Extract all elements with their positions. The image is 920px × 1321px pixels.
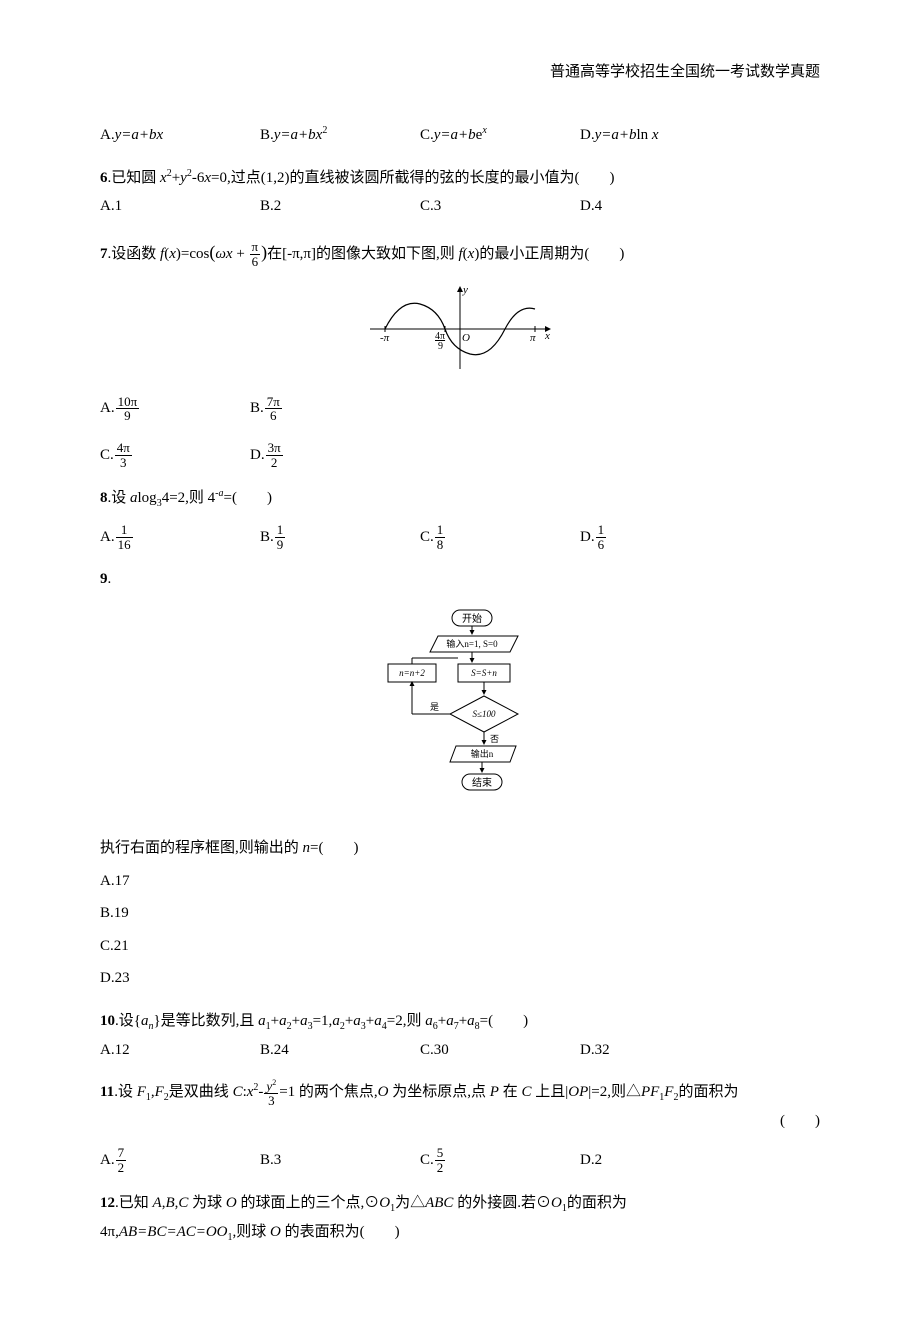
q10: 10.设{an}是等比数列,且 a1+a2+a3=1,a2+a3+a4=2,则 … — [100, 1007, 820, 1065]
q5-opt-d: D.y=a+bln x — [580, 121, 740, 150]
q6-num: 6 — [100, 170, 108, 186]
q11-opt-b: B.3 — [260, 1146, 420, 1175]
q9-opt-d: D.23 — [100, 964, 820, 993]
q6-opt-b: B.2 — [260, 192, 420, 221]
q8-opt-a: A.116 — [100, 523, 260, 552]
q7-graph: -π π y x O 4π 9 — [100, 279, 820, 385]
q11-opt-c: C.52 — [420, 1146, 580, 1175]
q7-num: 7 — [100, 246, 108, 262]
q12: 12.已知 A,B,C 为球 O 的球面上的三个点,⊙O1为△ABC 的外接圆.… — [100, 1189, 820, 1247]
q9: 9. 开始 输入n=1, S=0 S=S+n n=n+2 — [100, 565, 820, 993]
q9-after-text: 执行右面的程序框图,则输出的 n=( ) — [100, 834, 820, 863]
svg-text:是: 是 — [430, 702, 439, 712]
page-header: 普通高等学校招生全国统一考试数学真题 — [100, 60, 820, 81]
q7-opt-a: A.10π9 — [100, 394, 250, 423]
q6-opt-a: A.1 — [100, 192, 260, 221]
q5-options-row: A.y=a+bx B.y=a+bx2 C.y=a+bex D.y=a+bln x — [100, 121, 820, 150]
q8-text: .设 alog34=2,则 4-a=( ) — [108, 490, 272, 506]
q8-num: 8 — [100, 490, 108, 506]
q7-opt-b: B.7π6 — [250, 394, 400, 423]
q6-text: .已知圆 x2+y2-6x=0,过点(1,2)的直线被该圆所截得的弦的长度的最小… — [108, 170, 615, 186]
q7-opt-c: C.4π3 — [100, 441, 250, 470]
q7-opt-d: D.3π2 — [250, 441, 400, 470]
svg-text:开始: 开始 — [462, 612, 482, 625]
q9-dot: . — [108, 571, 112, 587]
q8-opt-d: D.16 — [580, 523, 740, 552]
q10-opt-c: C.30 — [420, 1036, 580, 1065]
q5-opt-b: B.y=a+bx2 — [260, 121, 420, 150]
svg-text:y: y — [462, 284, 468, 296]
q12-text-b: 4π,AB=BC=AC=OO1,则球 O 的表面积为( ) — [100, 1224, 400, 1240]
q10-opt-a: A.12 — [100, 1036, 260, 1065]
q10-opt-d: D.32 — [580, 1036, 740, 1065]
q11: 11.设 F1,F2是双曲线 C:x2-y23=1 的两个焦点,O 为坐标原点,… — [100, 1078, 820, 1174]
q7: 7.设函数 f(x)=cos(ωx + π6)在[-π,π]的图像大致如下图,则… — [100, 235, 820, 470]
q6-opt-d: D.4 — [580, 192, 740, 221]
svg-text:O: O — [462, 332, 470, 344]
q9-flowchart: 开始 输入n=1, S=0 S=S+n n=n+2 S≤100 是 — [100, 604, 820, 825]
q11-paren: ( ) — [100, 1107, 820, 1136]
q7-text: .设函数 f(x)=cos(ωx + π6)在[-π,π]的图像大致如下图,则 … — [108, 246, 625, 262]
svg-text:S=S+n: S=S+n — [471, 668, 497, 678]
q11-opt-a: A.72 — [100, 1146, 260, 1175]
q5-opt-c: C.y=a+bex — [420, 121, 580, 150]
q6-opt-c: C.3 — [420, 192, 580, 221]
q12-text-a: .已知 A,B,C 为球 O 的球面上的三个点,⊙O1为△ABC 的外接圆.若⊙… — [115, 1195, 627, 1211]
svg-text:n=n+2: n=n+2 — [399, 668, 425, 678]
svg-text:输出n: 输出n — [471, 748, 494, 759]
q8: 8.设 alog34=2,则 4-a=( ) A.116 B.19 C.18 D… — [100, 484, 820, 552]
svg-text:x: x — [544, 330, 550, 342]
q8-opt-c: C.18 — [420, 523, 580, 552]
q11-num: 11 — [100, 1084, 114, 1100]
q6: 6.已知圆 x2+y2-6x=0,过点(1,2)的直线被该圆所截得的弦的长度的最… — [100, 164, 820, 221]
q10-num: 10 — [100, 1013, 115, 1029]
q8-opt-b: B.19 — [260, 523, 420, 552]
q5-opt-a: A.y=a+bx — [100, 121, 260, 150]
q10-opt-b: B.24 — [260, 1036, 420, 1065]
q9-opt-a: A.17 — [100, 867, 820, 896]
svg-text:输入n=1, S=0: 输入n=1, S=0 — [446, 638, 498, 649]
q12-num: 12 — [100, 1195, 115, 1211]
svg-text:S≤100: S≤100 — [473, 709, 496, 719]
q9-num: 9 — [100, 571, 108, 587]
q9-opt-b: B.19 — [100, 899, 820, 928]
xlabel-left: -π — [380, 332, 390, 344]
svg-text:结束: 结束 — [472, 776, 492, 789]
svg-text:9: 9 — [438, 341, 443, 352]
xlabel-right: π — [530, 332, 536, 344]
q9-opt-c: C.21 — [100, 932, 820, 961]
svg-text:否: 否 — [490, 734, 499, 744]
q11-opt-d: D.2 — [580, 1146, 740, 1175]
q10-text: .设{an}是等比数列,且 a1+a2+a3=1,a2+a3+a4=2,则 a6… — [115, 1013, 528, 1029]
q11-text: .设 F1,F2是双曲线 C:x2-y23=1 的两个焦点,O 为坐标原点,点 … — [114, 1084, 738, 1100]
